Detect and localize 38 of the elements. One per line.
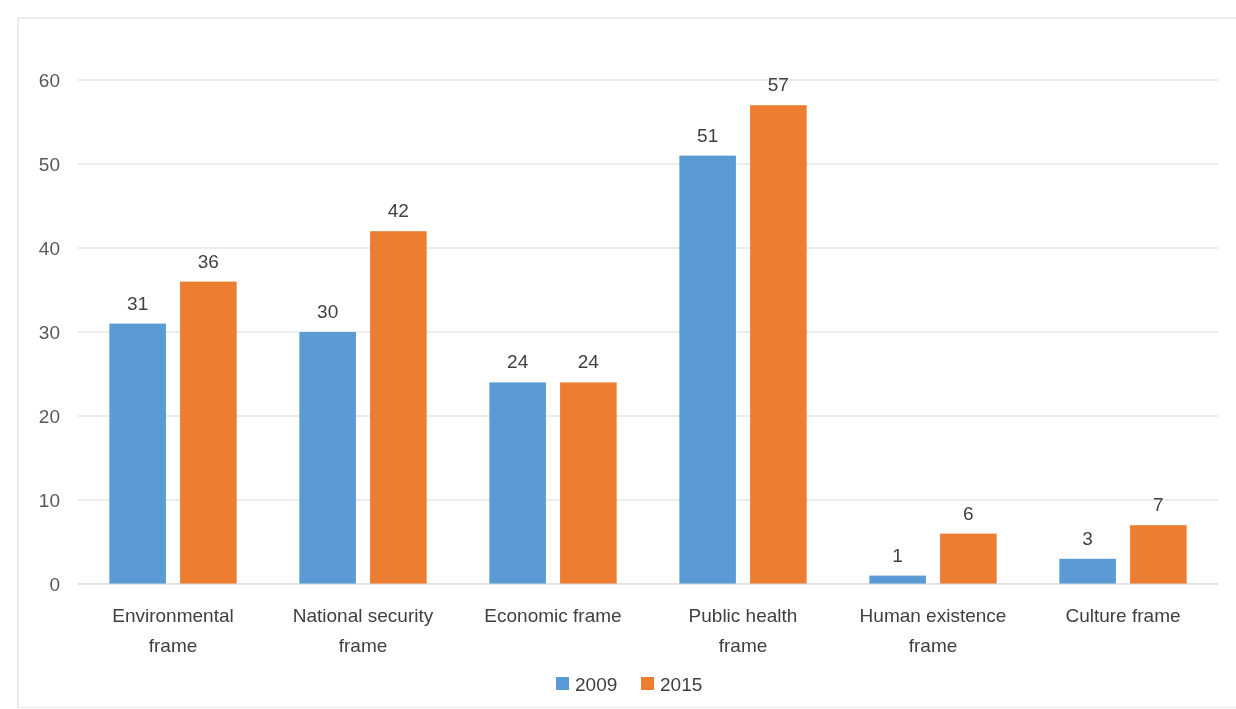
y-tick-label: 20 — [38, 405, 60, 427]
x-tick-label: National security frame — [292, 605, 434, 656]
legend-label: 2009 — [575, 673, 618, 695]
y-tick-label: 50 — [38, 153, 60, 175]
bar — [370, 231, 427, 584]
bar — [489, 382, 546, 584]
legend-label: 2015 — [660, 673, 703, 695]
y-tick-label: 40 — [38, 237, 60, 259]
data-label: 36 — [197, 250, 219, 272]
x-tick-label: Culture frame — [1065, 605, 1181, 626]
bar — [679, 155, 736, 584]
bar — [560, 382, 617, 584]
data-label: 3 — [1082, 527, 1093, 549]
data-label: 30 — [317, 301, 339, 322]
data-label: 42 — [387, 200, 409, 222]
bar — [180, 281, 237, 584]
x-tick-label: Economic frame — [484, 605, 622, 626]
x-tick-label: Environmental frame — [112, 605, 234, 656]
bar — [109, 323, 166, 584]
data-label: 57 — [767, 74, 789, 96]
x-tick-label: Human existence frame — [859, 605, 1007, 656]
y-tick-label: 30 — [38, 321, 60, 343]
bar — [1059, 558, 1116, 584]
y-tick-label: 0 — [49, 573, 60, 595]
bar — [940, 533, 997, 584]
y-tick-label: 10 — [38, 489, 60, 511]
data-label: 51 — [697, 124, 719, 146]
data-label: 24 — [577, 351, 600, 373]
bar — [1130, 525, 1187, 584]
data-label: 1 — [892, 544, 903, 566]
data-label: 24 — [507, 351, 529, 373]
bar — [750, 105, 807, 584]
data-label: 7 — [1153, 494, 1164, 516]
data-label: 31 — [127, 292, 149, 314]
x-tick-label: Public health frame — [688, 605, 798, 656]
data-label: 6 — [963, 502, 974, 524]
y-tick-label: 60 — [38, 69, 60, 91]
bar — [299, 332, 356, 584]
